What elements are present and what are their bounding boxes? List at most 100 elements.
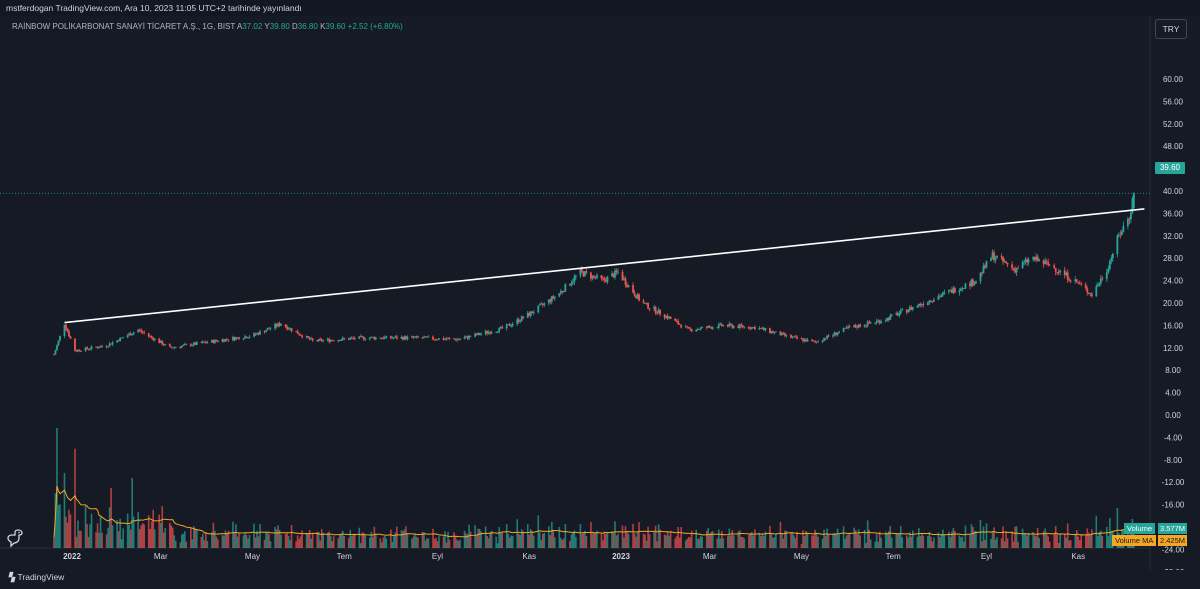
candle-body: [964, 283, 967, 289]
volume-bar: [954, 531, 956, 548]
volume-bar: [305, 532, 308, 548]
candle-body: [689, 328, 692, 330]
volume-bar: [921, 533, 923, 548]
candle-body: [459, 339, 461, 340]
candle-body: [687, 326, 690, 329]
volume-bar: [949, 537, 952, 548]
volume-bar: [605, 533, 607, 548]
candle-body: [433, 339, 436, 341]
volume-bar: [826, 528, 828, 548]
candle-body: [796, 336, 798, 339]
volume-bar: [214, 530, 216, 548]
volume-bar: [244, 532, 246, 548]
volume-bar: [522, 531, 525, 548]
volume-bar: [438, 536, 440, 548]
volume-bar: [400, 530, 403, 548]
dinosaur-icon[interactable]: [6, 528, 24, 553]
candle-body: [827, 335, 830, 337]
volume-bar: [958, 535, 961, 548]
candle-body: [484, 331, 487, 334]
symbol-name[interactable]: RAİNBOW POLİKARBONAT SANAYİ TİCARET A.Ş.…: [12, 22, 236, 31]
candle-body: [101, 346, 103, 348]
candle-body: [466, 336, 469, 339]
volume-bar: [668, 535, 670, 548]
volume-bar: [379, 538, 382, 548]
volume-bar: [1036, 527, 1039, 548]
candle-body: [547, 299, 550, 304]
candle-body: [238, 337, 240, 340]
candle-body: [319, 339, 322, 340]
volume-bar: [1089, 534, 1092, 548]
tradingview-branding[interactable]: ▚ TradingView: [8, 572, 64, 583]
candle-body: [719, 323, 722, 325]
candle-body: [1096, 285, 1099, 287]
currency-button[interactable]: TRY: [1155, 19, 1187, 39]
volume-bar: [233, 531, 236, 548]
volume-bar: [138, 529, 141, 548]
candle-body: [600, 275, 603, 279]
candle-body: [665, 315, 668, 318]
volume-bar: [499, 532, 502, 548]
candle-body: [215, 339, 218, 341]
volume-bar: [347, 538, 350, 548]
candle-body: [486, 331, 489, 334]
volume-bar: [1069, 540, 1072, 548]
candle-body: [162, 344, 165, 346]
volume-bar: [782, 538, 785, 548]
candle-body: [469, 335, 472, 337]
candle-body: [328, 338, 331, 342]
volume-bar: [316, 531, 318, 548]
candle-body: [960, 288, 962, 291]
volume-bar: [890, 537, 893, 548]
candle-body: [185, 344, 188, 346]
candle-body: [857, 324, 860, 328]
volume-bar: [259, 524, 261, 548]
volume-bar: [235, 524, 237, 548]
candle-body: [954, 288, 956, 293]
volume-bar: [307, 533, 309, 548]
candle-body: [111, 342, 114, 345]
candle-body: [516, 319, 519, 324]
candle-body: [753, 327, 756, 330]
candle-body: [580, 268, 583, 272]
volume-bar: [708, 533, 711, 548]
candle-body: [305, 336, 308, 338]
candle-body: [886, 317, 889, 321]
volume-bar: [286, 533, 288, 548]
volume-bar: [975, 530, 977, 548]
volume-ma-tag-value: 2.425M: [1158, 535, 1188, 546]
volume-bar: [298, 538, 300, 548]
volume-bar: [612, 532, 615, 548]
volume-bar: [236, 536, 239, 548]
volume-bar: [182, 533, 185, 548]
volume-bar: [150, 521, 153, 548]
candle-body: [972, 279, 974, 286]
close-value: 39.60: [325, 22, 346, 31]
volume-bar: [459, 539, 461, 548]
candle-body: [762, 327, 765, 331]
candle-body: [854, 325, 857, 328]
volume-bar: [290, 525, 293, 548]
candle-body: [275, 324, 278, 327]
candle-body: [963, 288, 965, 289]
volume-bar: [426, 538, 428, 548]
candle-body: [143, 332, 146, 334]
candle-body: [361, 336, 364, 337]
candle-body: [159, 341, 162, 343]
candle-body: [385, 335, 388, 338]
volume-bar: [227, 530, 230, 548]
volume-bar: [614, 521, 616, 548]
volume-bar: [1063, 534, 1066, 548]
candle-body: [653, 307, 655, 309]
candle-body: [1117, 234, 1120, 236]
candle-body: [128, 333, 131, 336]
volume-bar: [859, 535, 861, 548]
y-tick-label: 48.00: [1163, 142, 1184, 151]
candle-body: [56, 345, 58, 351]
volume-bar: [1074, 534, 1077, 548]
volume-bar: [990, 538, 992, 548]
candle-body: [245, 336, 248, 339]
volume-bar: [350, 535, 353, 548]
volume-bar: [933, 537, 935, 548]
